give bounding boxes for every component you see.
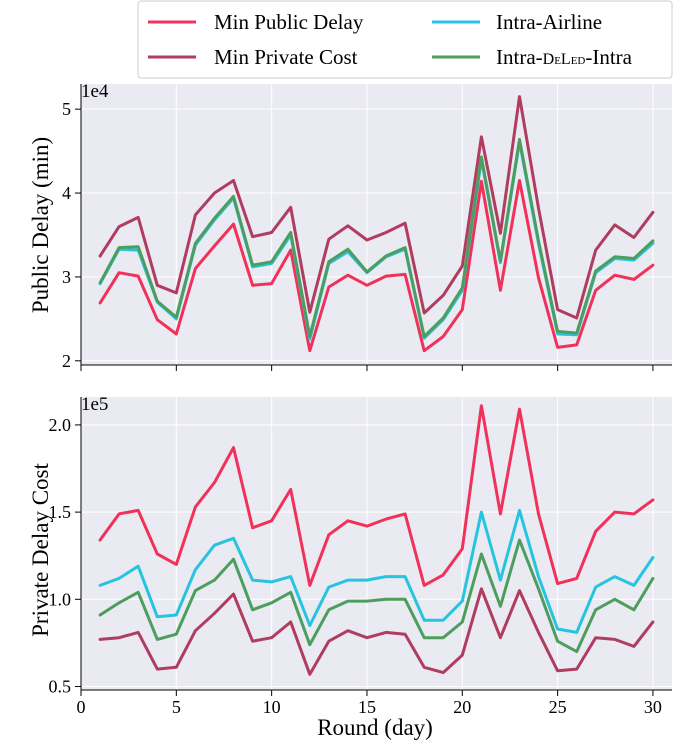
- series-private-delay-cost: [98, 404, 655, 676]
- legend-label-intra-deled-intra: Intra-DeLed-Intra: [496, 45, 633, 69]
- legend-label-min-private-cost: Min Private Cost: [214, 45, 358, 69]
- series-line-min-private-cost: [98, 95, 655, 320]
- series-line-min-private-cost: [98, 587, 655, 676]
- y-axis-label-public-delay: Public Delay (min): [28, 137, 53, 313]
- series-line-intra-airline: [98, 508, 655, 634]
- y-tick-label: 4: [62, 183, 71, 203]
- y-tick-label: 3: [62, 267, 71, 287]
- x-tick-label: 5: [172, 697, 181, 717]
- series-line-intra-deled-intra: [98, 538, 655, 654]
- y-multiplier-private-delay-cost: 1e5: [81, 394, 108, 415]
- y-tick-label: 1.0: [49, 589, 72, 609]
- series-line-min-public-delay: [98, 179, 655, 353]
- x-tick-label: 30: [644, 697, 662, 717]
- y-tick-label: 2.0: [49, 415, 72, 435]
- x-tick-label: 0: [77, 697, 86, 717]
- y-tick-label: 5: [62, 99, 71, 119]
- x-tick-label: 25: [549, 697, 567, 717]
- y-axis-label-private-delay-cost: Private Delay Cost: [28, 463, 53, 637]
- legend-label-min-public-delay: Min Public Delay: [214, 10, 364, 34]
- x-tick-label: 10: [263, 697, 281, 717]
- series-public-delay: [98, 95, 655, 353]
- x-tick-label: 20: [453, 697, 471, 717]
- axes-public-delay: 2 3 4 5: [62, 84, 672, 371]
- plot-area-private-delay-cost: [81, 397, 672, 690]
- panel-public-delay: 2 3 4 5 1e4 Public Delay (min): [28, 81, 672, 371]
- legend-label-intra-airline: Intra-Airline: [496, 10, 602, 34]
- x-axis-label: Round (day): [317, 715, 433, 740]
- axes-private-delay-cost: 0.5 1.0 1.5 2.0 0 5 10 15 20 25 30: [49, 397, 672, 717]
- x-tick-label: 15: [358, 697, 376, 717]
- gridlines-private-delay-cost: [80, 397, 672, 690]
- legend: Min Public Delay Intra-Airline Min Priva…: [137, 0, 673, 79]
- y-multiplier-public-delay: 1e4: [81, 81, 109, 102]
- series-line-intra-deled-intra: [98, 137, 655, 338]
- y-tick-label: 1.5: [49, 502, 72, 522]
- y-tick-label: 0.5: [49, 677, 72, 697]
- panel-private-delay-cost: 0.5 1.0 1.5 2.0 0 5 10 15 20 25 30 1e5 Private Del…: [28, 394, 672, 740]
- y-tick-label: 2: [62, 351, 71, 371]
- series-line-min-public-delay: [98, 404, 655, 587]
